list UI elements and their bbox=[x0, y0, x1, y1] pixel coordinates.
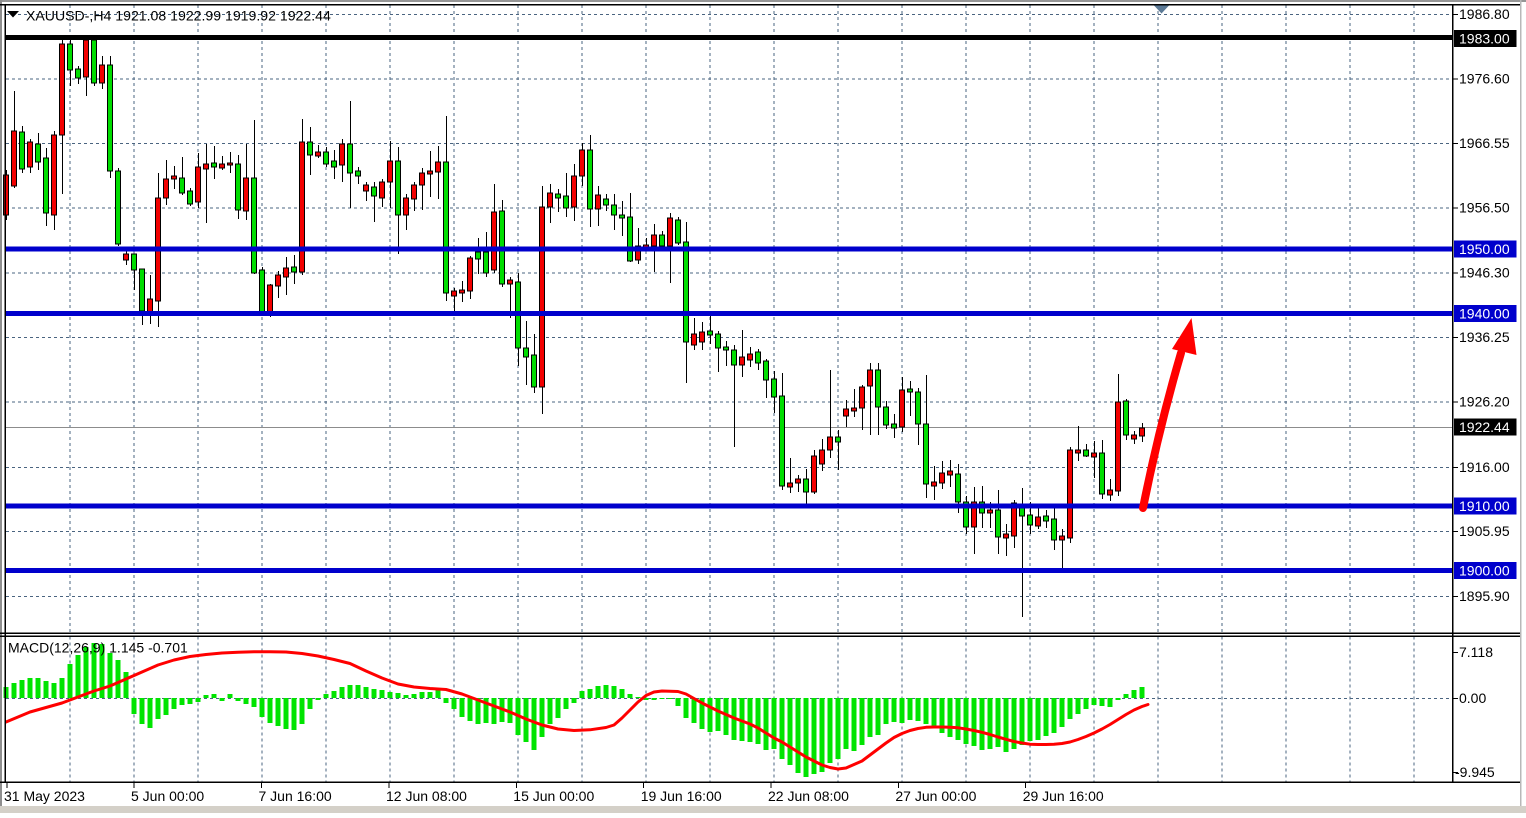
svg-text:1966.55: 1966.55 bbox=[1459, 135, 1510, 151]
svg-text:1940.00: 1940.00 bbox=[1459, 306, 1510, 322]
svg-text:12 Jun 08:00: 12 Jun 08:00 bbox=[386, 788, 467, 804]
svg-text:XAUUSD-,H4 1921.08 1922.99 19: XAUUSD-,H4 1921.08 1922.99 1919.92 1922.… bbox=[26, 8, 331, 24]
svg-text:1976.60: 1976.60 bbox=[1459, 71, 1510, 87]
svg-text:1895.90: 1895.90 bbox=[1459, 588, 1510, 604]
svg-text:MACD(12,26,9) 1.145 -0.701: MACD(12,26,9) 1.145 -0.701 bbox=[8, 640, 188, 656]
svg-text:1986.80: 1986.80 bbox=[1459, 6, 1510, 22]
svg-text:-9.945: -9.945 bbox=[1455, 764, 1495, 780]
svg-text:1950.00: 1950.00 bbox=[1459, 241, 1510, 257]
svg-text:31 May 2023: 31 May 2023 bbox=[4, 788, 85, 804]
svg-text:1916.00: 1916.00 bbox=[1459, 459, 1510, 475]
svg-text:1905.95: 1905.95 bbox=[1459, 523, 1510, 539]
svg-text:1936.25: 1936.25 bbox=[1459, 329, 1510, 345]
svg-text:15 Jun 00:00: 15 Jun 00:00 bbox=[513, 788, 594, 804]
svg-text:19 Jun 16:00: 19 Jun 16:00 bbox=[641, 788, 722, 804]
svg-text:1900.00: 1900.00 bbox=[1459, 563, 1510, 579]
svg-text:7 Jun 16:00: 7 Jun 16:00 bbox=[259, 788, 332, 804]
svg-text:27 Jun 00:00: 27 Jun 00:00 bbox=[895, 788, 976, 804]
svg-text:1922.44: 1922.44 bbox=[1459, 419, 1510, 435]
svg-text:29 Jun 16:00: 29 Jun 16:00 bbox=[1023, 788, 1104, 804]
svg-text:7.118: 7.118 bbox=[1459, 644, 1493, 660]
svg-text:1910.00: 1910.00 bbox=[1459, 498, 1510, 514]
svg-text:1983.00: 1983.00 bbox=[1459, 31, 1510, 47]
svg-text:1946.30: 1946.30 bbox=[1459, 265, 1510, 281]
svg-text:0.00: 0.00 bbox=[1459, 690, 1486, 706]
svg-text:1956.50: 1956.50 bbox=[1459, 200, 1510, 216]
svg-text:5 Jun 00:00: 5 Jun 00:00 bbox=[131, 788, 204, 804]
svg-text:1926.20: 1926.20 bbox=[1459, 393, 1510, 409]
svg-text:22 Jun 08:00: 22 Jun 08:00 bbox=[768, 788, 849, 804]
